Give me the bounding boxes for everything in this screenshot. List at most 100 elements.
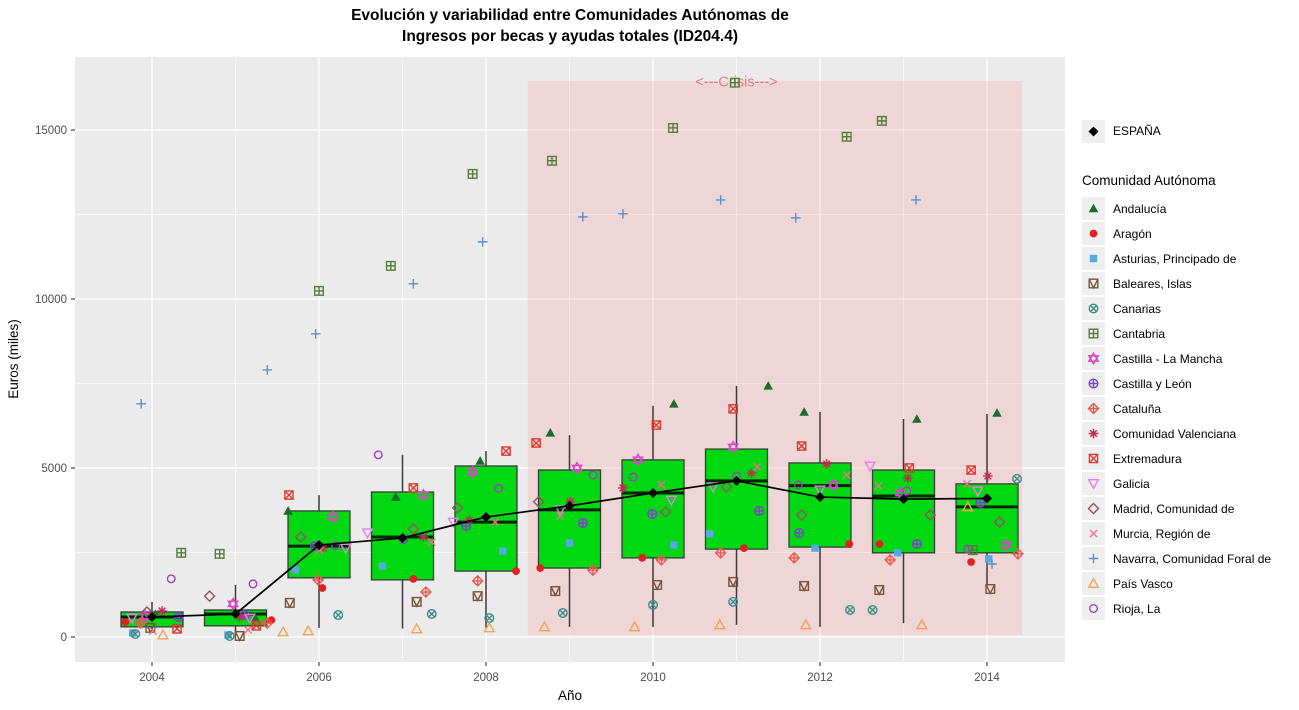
series-canarias	[130, 473, 1023, 641]
legend-item-arago-n: Aragón	[1082, 221, 1298, 246]
asterisk-icon	[1088, 428, 1099, 439]
legend-item-madrid-comunidad-de-label: Madrid, Comunidad de	[1113, 501, 1235, 516]
series-cantabria	[176, 77, 978, 559]
legend-item-asturias-principado-de-label: Asturias, Principado de	[1113, 251, 1237, 266]
legend-item-catalun-a-key-icon	[1082, 397, 1105, 420]
circle-x-icon	[1088, 303, 1099, 314]
legend-item-andaluci-a-key-icon	[1082, 197, 1105, 220]
legend-item-asturias-principado-de: Asturias, Principado de	[1082, 246, 1298, 271]
legend-item-cantabria: Cantabria	[1082, 321, 1298, 346]
legend-item-catalun-a: Cataluña	[1082, 396, 1298, 421]
legend-item-catalun-a-label: Cataluña	[1113, 401, 1162, 416]
legend-item-baleares-islas-label: Baleares, Islas	[1113, 276, 1192, 291]
legend-item-pai-s-vasco-key-icon	[1082, 572, 1105, 595]
legend-item-galicia: Galicia	[1082, 471, 1298, 496]
y-tick-label-15000: 15000	[35, 125, 67, 137]
legend-item-canarias-key-icon	[1082, 297, 1105, 320]
x-tick-label-2014: 2014	[974, 672, 1000, 684]
legend-item-castilla-y-leo-n: Castilla y León	[1082, 371, 1298, 396]
legend-item-comunidad-valenciana: Comunidad Valenciana	[1082, 421, 1298, 446]
legend-item-castilla-la-mancha-key-icon	[1082, 347, 1105, 370]
legend-item-rioja-la-key-icon	[1082, 597, 1105, 620]
circle-plus-icon	[1088, 378, 1099, 389]
legend-item-murcia-regio-n-de: Murcia, Región de	[1082, 521, 1298, 546]
legend-item-castilla-la-mancha-label: Castilla - La Mancha	[1113, 351, 1223, 366]
legend-item-espana-key-icon	[1082, 119, 1105, 143]
legend-item-cantabria-label: Cantabria	[1113, 326, 1166, 341]
series-rioja-la	[166, 450, 973, 589]
legend-item-canarias: Canarias	[1082, 296, 1298, 321]
x-mark-icon	[1089, 529, 1098, 538]
legend-item-navarra-comunidad-foral-de-key-icon	[1082, 547, 1105, 570]
legend-item-castilla-y-leo-n-label: Castilla y León	[1113, 376, 1192, 391]
legend-item-navarra-comunidad-foral-de: Navarra, Comunidad Foral de	[1082, 546, 1298, 571]
x-tick-label-2006: 2006	[306, 672, 332, 684]
legend-item-comunidad-valenciana-label: Comunidad Valenciana	[1113, 426, 1237, 441]
crisis-band	[527, 80, 1023, 635]
square-triangle-down-icon	[1088, 278, 1099, 290]
axes: 2004 2006 2008 2010 2012 2014 0 5000 10000 15000	[35, 125, 1000, 684]
diamond-plus-icon	[1087, 402, 1100, 415]
boxplot-2011	[704, 385, 769, 625]
legend-item-extremadura-label: Extremadura	[1113, 451, 1182, 466]
plus-mark-icon	[1088, 553, 1099, 564]
boxplot-2009	[537, 435, 602, 627]
triangle-down-open-icon	[1087, 479, 1100, 490]
legend-item-castilla-y-leo-n-key-icon	[1082, 372, 1105, 395]
series-extremadura	[172, 404, 976, 634]
scatter-points	[121, 77, 1024, 642]
y-tick-label-5000: 5000	[41, 463, 67, 475]
triangle-open-icon	[1087, 577, 1100, 588]
x-tick-label-2012: 2012	[807, 672, 833, 684]
legend-item-andaluci-a-label: Andalucía	[1113, 201, 1167, 216]
chart-title-line2: Ingresos por becas y ayudas totales (ID2…	[402, 28, 738, 45]
espana-line	[147, 475, 992, 623]
legend-item-murcia-regio-n-de-label: Murcia, Región de	[1113, 526, 1211, 541]
triangle-filled-icon	[1088, 203, 1099, 213]
x-axis-title: Año	[557, 688, 583, 703]
legend-item-galicia-key-icon	[1082, 472, 1105, 495]
legend-item-pai-s-vasco: País Vasco	[1082, 571, 1298, 596]
square-filled-icon	[1089, 254, 1098, 263]
legend-item-navarra-comunidad-foral-de-label: Navarra, Comunidad Foral de	[1113, 551, 1272, 566]
x-tick-label-2004: 2004	[139, 672, 165, 684]
legend-item-madrid-comunidad-de-key-icon	[1082, 497, 1105, 520]
legend-item-castilla-la-mancha: Castilla - La Mancha	[1082, 346, 1298, 371]
legend-item-baleares-islas: Baleares, Islas	[1082, 271, 1298, 296]
legend-item-canarias-label: Canarias	[1113, 301, 1162, 316]
series-andaluci-a	[150, 381, 1002, 621]
y-axis-title: Euros (miles)	[6, 319, 21, 399]
diamond-open-icon	[1087, 502, 1100, 515]
legend-item-extremadura: Extremadura	[1082, 446, 1298, 471]
legend-item-extremadura-key-icon	[1082, 447, 1105, 470]
legend-item-asturias-principado-de-key-icon	[1082, 247, 1105, 270]
legend-item-comunidad-valenciana-key-icon	[1082, 422, 1105, 445]
legend-item-baleares-islas-key-icon	[1082, 272, 1105, 295]
x-tick-label-2008: 2008	[473, 672, 499, 684]
x-tick-label-2010: 2010	[640, 672, 666, 684]
series-catalun-a	[134, 546, 1024, 630]
circle-filled-icon	[1089, 229, 1098, 238]
y-tick-label-0: 0	[61, 632, 67, 644]
hexagram-icon	[1087, 351, 1100, 366]
diamond-filled-icon	[1088, 126, 1099, 136]
circle-open-icon	[1088, 603, 1098, 613]
legend: ESPAÑA Comunidad Autónoma Andalucía Aragón A…	[1082, 119, 1298, 621]
legend-item-arago-n-label: Aragón	[1113, 226, 1152, 241]
series-baleares-islas	[145, 576, 996, 642]
legend-item-rioja-la-label: Rioja, La	[1113, 601, 1161, 616]
legend-item-madrid-comunidad-de: Madrid, Comunidad de	[1082, 496, 1298, 521]
series-comunidad-valenciana	[157, 459, 993, 622]
chart-title-line1: Evolución y variabilidad entre Comunidad…	[351, 7, 789, 24]
legend-title: Comunidad Autónoma	[1082, 173, 1216, 188]
legend-item-espana: ESPAÑA	[1082, 119, 1298, 143]
legend-item-andaluci-a: Andalucía	[1082, 196, 1298, 221]
series-galicia	[125, 461, 984, 625]
chart-title: Evolución y variabilidad entre Comunidad…	[75, 5, 1065, 47]
legend-item-arago-n-key-icon	[1082, 222, 1105, 245]
series-arago-n	[121, 540, 976, 627]
legend-item-rioja-la: Rioja, La	[1082, 596, 1298, 621]
square-x-icon	[1088, 453, 1099, 464]
